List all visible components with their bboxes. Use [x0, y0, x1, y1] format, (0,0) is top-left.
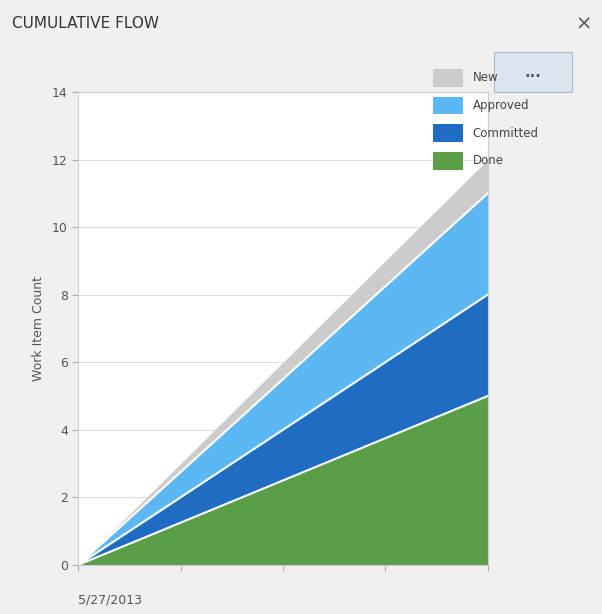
Y-axis label: Work Item Count: Work Item Count [32, 276, 45, 381]
Text: Committed: Committed [473, 126, 538, 140]
Text: CUMULATIVE FLOW: CUMULATIVE FLOW [12, 16, 159, 31]
Text: ...: ... [524, 64, 541, 80]
Text: Approved: Approved [473, 99, 529, 112]
FancyBboxPatch shape [433, 97, 463, 114]
FancyBboxPatch shape [433, 69, 463, 87]
FancyBboxPatch shape [433, 125, 463, 142]
Text: ×: × [576, 14, 592, 33]
Text: Done: Done [473, 154, 503, 168]
Text: New: New [473, 71, 498, 85]
Text: 5/27/2013: 5/27/2013 [78, 593, 142, 606]
FancyBboxPatch shape [433, 152, 463, 169]
